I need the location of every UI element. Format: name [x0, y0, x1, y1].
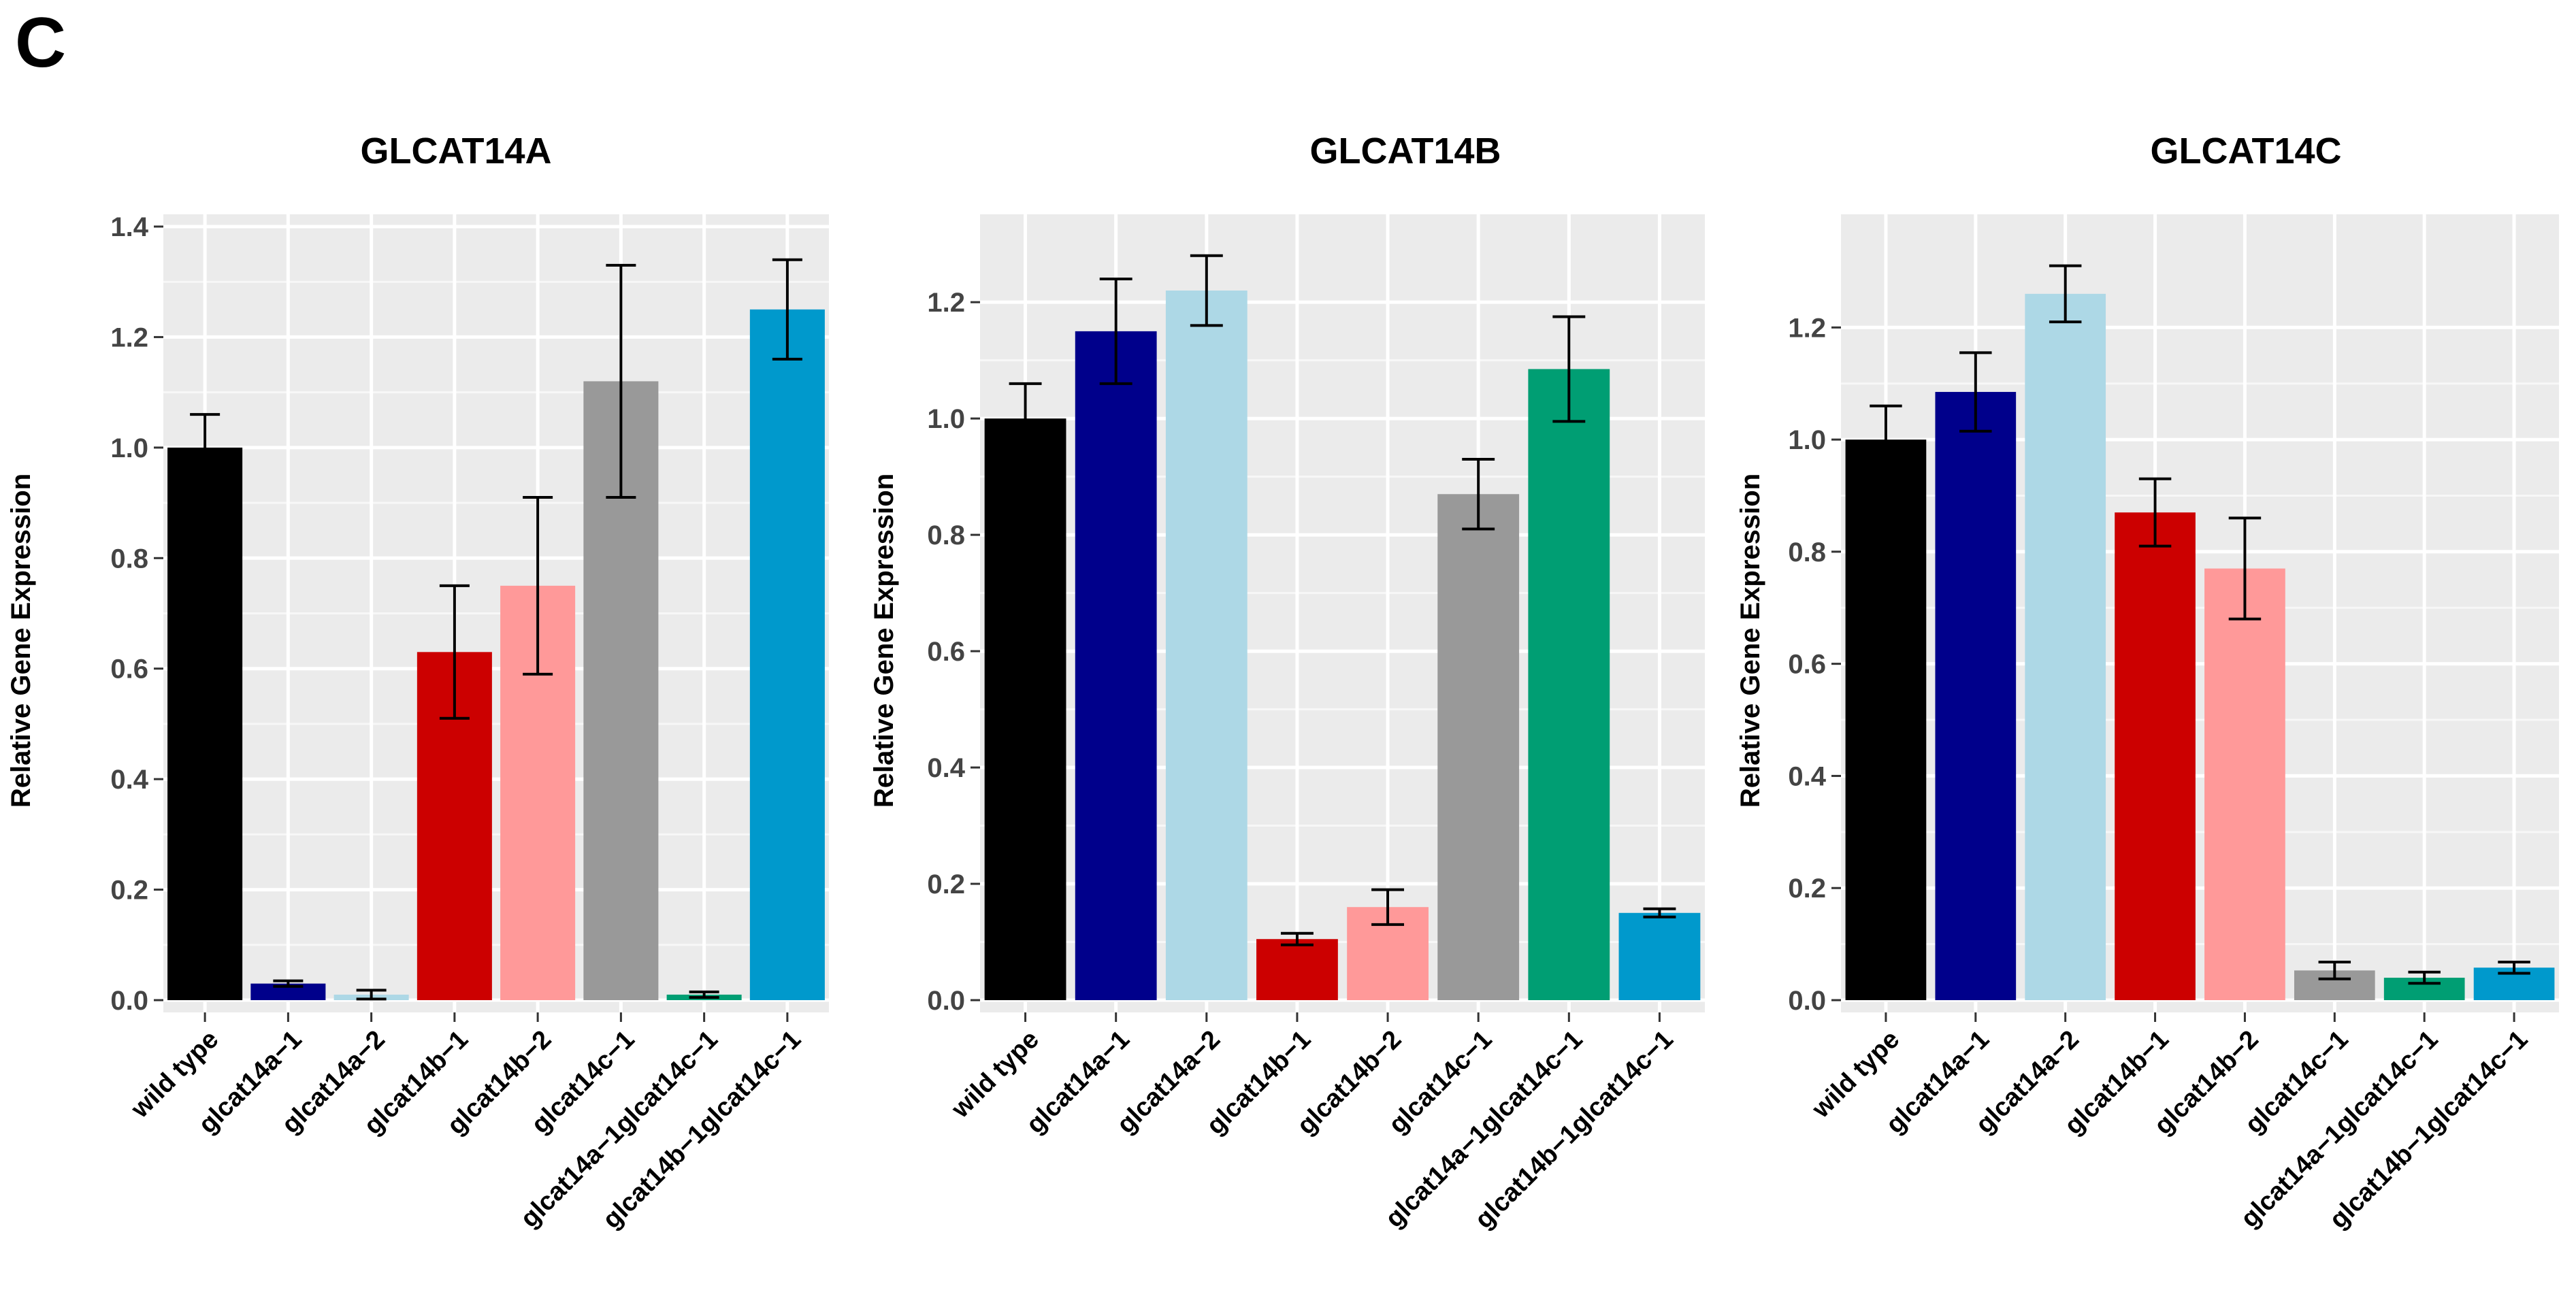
bar	[2204, 568, 2285, 1000]
chart-title: GLCAT14C	[2150, 131, 2341, 171]
bar	[1075, 331, 1157, 1000]
bar	[1437, 494, 1520, 1000]
chart-title: GLCAT14B	[1309, 131, 1501, 171]
y-tick-label: 0.0	[927, 986, 965, 1016]
chart-glcat14c: GLCAT14C 0.0 0.2 0.4 0.6 0.8 1.0 1.2 Relative Ge…	[1735, 131, 2559, 1234]
y-tick-label: 1.2	[110, 322, 148, 352]
bar	[749, 309, 825, 1001]
y-tick-label: 0.4	[927, 753, 965, 783]
y-tick-label: 0.6	[110, 655, 148, 684]
chart-glcat14a: GLCAT14A 0.0 0.2 0.4 0.6 0.8 1.0 1.2 1.4 Relative…	[6, 131, 829, 1234]
y-tick-label: 0.6	[1788, 650, 1826, 680]
bar	[2115, 512, 2196, 1000]
y-tick-label: 0.0	[1788, 986, 1826, 1016]
y-tick-label: 0.0	[110, 986, 148, 1016]
bar	[167, 447, 243, 1000]
bar	[2025, 293, 2106, 1000]
y-tick-label: 0.4	[110, 765, 148, 795]
bar	[1256, 939, 1338, 1000]
y-tick-label: 0.2	[927, 870, 965, 899]
y-tick-label: 1.2	[927, 288, 965, 318]
y-tick-label: 0.8	[1788, 537, 1826, 567]
y-tick-label: 0.2	[1788, 874, 1826, 904]
y-tick-label: 1.4	[110, 212, 148, 242]
bar	[1618, 912, 1701, 1000]
y-axis-label: Relative Gene Expression	[869, 474, 899, 808]
y-tick-label: 1.2	[1788, 313, 1826, 343]
x-tick-label: wild type	[946, 1025, 1045, 1124]
y-tick-label: 0.6	[927, 637, 965, 667]
y-tick-label: 0.8	[110, 544, 148, 574]
y-tick-label: 1.0	[1788, 425, 1826, 455]
bar	[1165, 291, 1248, 1000]
bar	[984, 418, 1066, 1000]
chart-title: GLCAT14A	[360, 131, 551, 171]
y-axis-label: Relative Gene Expression	[6, 474, 36, 808]
y-tick-label: 0.8	[927, 520, 965, 550]
y-tick-label: 1.0	[110, 433, 148, 463]
bar	[1528, 369, 1610, 1000]
bar	[1845, 440, 1927, 1000]
y-axis-label: Relative Gene Expression	[1735, 474, 1765, 808]
chart-glcat14b: GLCAT14B 0.0 0.2 0.4 0.6 0.8 1.0 1.2 Relative Ge…	[869, 131, 1705, 1234]
y-tick-label: 0.4	[1788, 761, 1826, 791]
y-tick-label: 1.0	[927, 404, 965, 434]
panel-label: C	[15, 3, 67, 82]
bar	[1935, 392, 2017, 1000]
y-tick-label: 0.2	[110, 876, 148, 906]
